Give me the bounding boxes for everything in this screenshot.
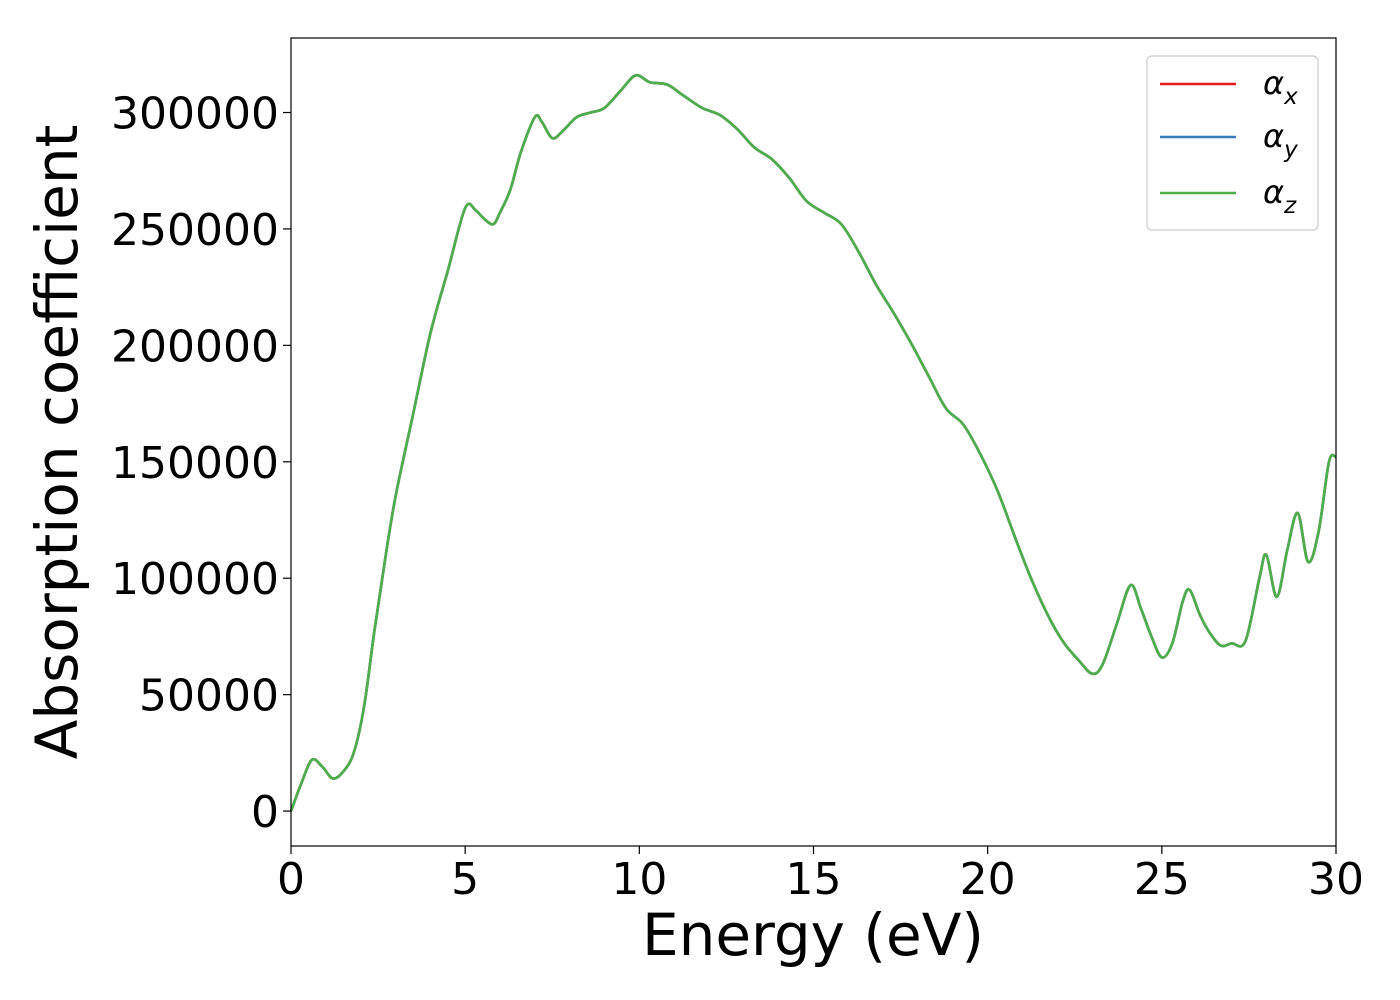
y-tick-label: 200000 bbox=[111, 321, 279, 372]
y-axis-title: Absorption coefficient bbox=[23, 125, 91, 760]
series-line-z bbox=[289, 73, 1338, 812]
y-tick-label: 150000 bbox=[111, 438, 279, 489]
legend: αx αy αz bbox=[1146, 55, 1319, 231]
legend-label-y: αy bbox=[1263, 117, 1298, 163]
x-tick-label: 5 bbox=[451, 854, 479, 905]
y-tick-label: 300000 bbox=[111, 89, 279, 140]
y-tick-label: 250000 bbox=[111, 205, 279, 256]
x-tick-label: 10 bbox=[611, 854, 667, 905]
y-tick-label: 100000 bbox=[111, 554, 279, 605]
x-tick-label: 20 bbox=[960, 854, 1016, 905]
x-tick-label: 25 bbox=[1134, 854, 1190, 905]
series-layer bbox=[289, 73, 1338, 812]
y-tick-label: 0 bbox=[251, 787, 279, 838]
y-axis: 0 50000 100000 150000 200000 250000 300000 bbox=[111, 89, 291, 838]
x-tick-label: 15 bbox=[786, 854, 842, 905]
x-axis: 0 5 10 15 20 25 30 bbox=[277, 846, 1364, 905]
x-axis-title: Energy (eV) bbox=[642, 901, 984, 969]
x-tick-label: 0 bbox=[277, 854, 305, 905]
legend-box bbox=[1146, 55, 1319, 231]
legend-label-z: αz bbox=[1263, 173, 1297, 219]
x-tick-label: 30 bbox=[1308, 854, 1364, 905]
legend-label-x: αx bbox=[1263, 64, 1298, 110]
y-tick-label: 50000 bbox=[139, 671, 279, 722]
